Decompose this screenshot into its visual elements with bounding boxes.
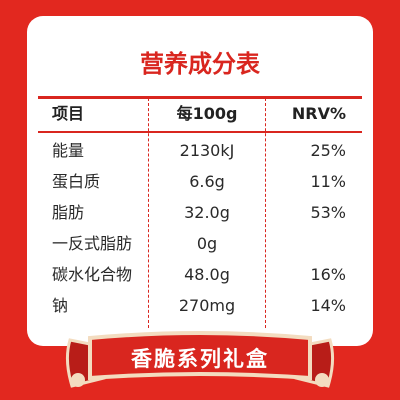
table-cell: 脂肪: [52, 203, 85, 222]
table-cell: 53%: [310, 203, 346, 222]
table-cell: 32.0g: [184, 203, 230, 222]
column-header: 每100g: [176, 104, 238, 123]
banner-text: 香脆系列礼盒: [131, 347, 269, 371]
column-separator: [148, 98, 149, 328]
table-cell: 蛋白质: [52, 172, 101, 191]
table-cell: 11%: [310, 172, 346, 191]
column-header: NRV%: [291, 104, 346, 123]
table-cell: 6.6g: [189, 172, 225, 191]
column-separator: [265, 98, 266, 328]
table-cell: 一反式脂肪: [52, 234, 133, 253]
title: 营养成分表: [140, 50, 260, 78]
table-cell: 钠: [52, 296, 69, 315]
banner-ribbon: [65, 331, 335, 388]
table-cell: 48.0g: [184, 265, 230, 284]
rule: [38, 131, 362, 133]
table-cell: 0g: [196, 234, 218, 253]
table-cell: 2130kJ: [179, 141, 235, 160]
table-cell: 270mg: [178, 296, 236, 315]
table-cell: 16%: [310, 265, 346, 284]
table-cell: 能量: [52, 141, 85, 160]
table-cell: 碳水化合物: [52, 265, 133, 284]
rule: [38, 96, 362, 99]
table-card: [27, 16, 373, 346]
column-header: 项目: [52, 104, 85, 123]
table-cell: 14%: [310, 296, 346, 315]
table-cell: 25%: [310, 141, 346, 160]
